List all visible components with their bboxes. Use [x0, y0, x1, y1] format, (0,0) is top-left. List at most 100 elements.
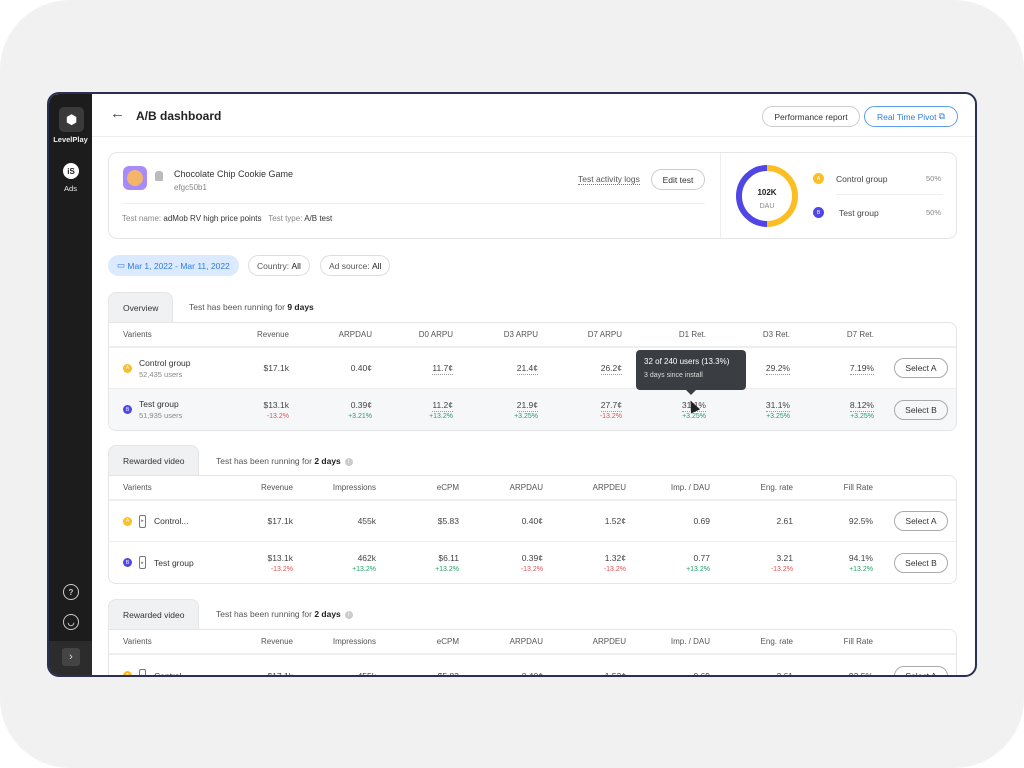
column-header: D3 Ret. [762, 330, 790, 339]
metric-cell: 27.7¢ -13.2% [538, 399, 622, 420]
edit-test-button[interactable]: Edit test [651, 169, 705, 190]
divider [122, 203, 705, 204]
metric-cell: 0.69 [626, 671, 710, 676]
page-header: ← A/B dashboard Performance report Real … [92, 94, 975, 137]
variant-cell: A Control group 52,435 users [109, 358, 209, 379]
column-header: eCPM [436, 637, 459, 646]
metric-delta: -13.2% [603, 565, 626, 573]
overview-running-note: Test has been running for 9 days [189, 302, 314, 312]
metric-value: $5.83 [437, 516, 459, 526]
performance-report-button[interactable]: Performance report [762, 106, 860, 127]
variant-name: Control... [154, 670, 189, 677]
phone-icon: ▸ [139, 669, 146, 675]
select-a-button[interactable]: Select A [894, 358, 948, 378]
test-activity-logs-link[interactable]: Test activity logs [578, 174, 640, 185]
metric-cell: $5.83 [376, 670, 459, 677]
date-range-value: Mar 1, 2022 - Mar 11, 2022 [127, 260, 230, 271]
tooltip-line2: 3 days since install [644, 372, 703, 379]
metric-delta: +3.25% [514, 412, 538, 420]
tooltip-line1: 32 of 240 users (13.3%) [644, 357, 730, 366]
metric-cell: 0.77 +13.2% [626, 553, 710, 573]
metric-value: $6.11 [438, 552, 459, 563]
metric-value: 31.1% [681, 399, 706, 412]
select-b-button[interactable]: Select B [894, 552, 948, 573]
metric-cell: $6.11 +13.2% [376, 553, 459, 573]
control-group-label: Control group [836, 174, 888, 184]
tab-overview[interactable]: Overview [108, 292, 174, 323]
column-header: Revenue [260, 483, 293, 492]
app-id: efgc50b1 [174, 183, 207, 192]
ads-is-icon[interactable]: iS [63, 163, 79, 179]
ad-source-filter[interactable]: Ad source: All [320, 255, 391, 276]
metric-delta: +13.2% [435, 565, 459, 573]
select-a-button[interactable]: Select A [894, 665, 948, 675]
country-filter[interactable]: Country: All [248, 255, 310, 276]
metric-delta: +13.2% [429, 412, 453, 420]
rewarded-running-note: Test has been running for 2 days i [216, 456, 353, 466]
metric-cell: 92.5% [793, 516, 873, 526]
table-header: Varients Revenue Impressions eCPM ARPDAU ARPD… [109, 476, 956, 501]
metric-cell: 7.19% [790, 363, 874, 375]
metric-value: $13.1k [263, 399, 289, 410]
column-header: eCPM [436, 483, 459, 492]
user-icon[interactable]: ◡ [63, 614, 79, 630]
metric-value: 0.39¢ [350, 399, 372, 410]
variant-users: 51,935 users [139, 411, 183, 420]
column-header: ARPDEU [592, 483, 626, 492]
ad-source-label: Ad source: [329, 260, 370, 271]
metric-delta: -13.2% [599, 412, 622, 420]
column-header: Varients [123, 483, 152, 492]
button-cell: Select A [874, 358, 956, 378]
select-a-button[interactable]: Select A [894, 511, 948, 531]
tab-rewarded-video[interactable]: Rewarded video [108, 445, 200, 476]
real-time-pivot-label: Real Time Pivot [877, 111, 937, 122]
column-header: Revenue [260, 637, 293, 646]
metric-delta: +3.25% [850, 412, 874, 420]
control-group-pct: 50% [926, 174, 942, 183]
variant-badge: B [123, 558, 132, 567]
test-name: adMob RV high price points [163, 214, 262, 223]
external-link-icon: ⧉ [938, 111, 945, 121]
variant-name-wrap: Control... [154, 516, 189, 526]
metric-value: $5.83 [437, 670, 459, 677]
variant-name-wrap: Control group 52,435 users [139, 358, 191, 379]
metric-delta: +13.2% [849, 565, 873, 573]
column-header: Impressions [332, 483, 376, 492]
date-range-filter[interactable]: ▭ Mar 1, 2022 - Mar 11, 2022 [108, 255, 239, 276]
metric-value: 21.4¢ [516, 363, 538, 375]
metric-value: 0.39¢ [521, 552, 543, 563]
metric-value: $17.1k [263, 363, 289, 373]
performance-report-label: Performance report [774, 111, 848, 122]
badge-a: A [813, 173, 824, 184]
button-cell: Select A [873, 665, 956, 675]
table-row: B ▸ Test group $13.1k -13.2% 462k +13.2% $6.11 +… [109, 542, 956, 583]
metric-value: 462k [357, 552, 376, 563]
info-icon: i [344, 457, 353, 466]
expand-sidebar-button[interactable]: › [62, 648, 80, 666]
metric-cell: 0.39¢ +3.21% [289, 400, 372, 420]
variant-name: Control... [154, 516, 189, 526]
metric-cell: 0.40¢ [459, 671, 543, 676]
metric-value: $13.1k [267, 552, 293, 563]
metric-cell: 0.69 [626, 516, 710, 526]
metric-value: 11.7¢ [432, 363, 453, 375]
sidebar-item-ads[interactable]: Ads [64, 184, 77, 193]
metric-value: 27.7¢ [600, 399, 622, 412]
column-header: Impressions [332, 637, 376, 646]
help-icon[interactable]: ? [63, 584, 79, 600]
divider [720, 153, 721, 238]
metric-cell: 11.2¢ +13.2% [372, 399, 453, 420]
rewarded-running-note-2: Test has been running for 2 days i [216, 609, 353, 619]
levelplay-logo-icon[interactable]: ⬢ [59, 107, 84, 132]
android-icon [155, 171, 163, 181]
metric-cell: 1.52¢ [543, 671, 626, 676]
tab-rewarded-video-2[interactable]: Rewarded video [108, 599, 200, 630]
back-arrow-icon[interactable]: ← [110, 105, 125, 122]
metric-value: 21.9¢ [516, 399, 538, 412]
metric-value: 31.1% [765, 399, 790, 412]
real-time-pivot-button[interactable]: Real Time Pivot ⧉ [864, 106, 958, 127]
metric-value: 455k [357, 516, 376, 526]
metric-value: 0.69 [693, 516, 710, 526]
select-b-button[interactable]: Select B [894, 399, 948, 420]
dau-total: 102K [757, 188, 776, 197]
